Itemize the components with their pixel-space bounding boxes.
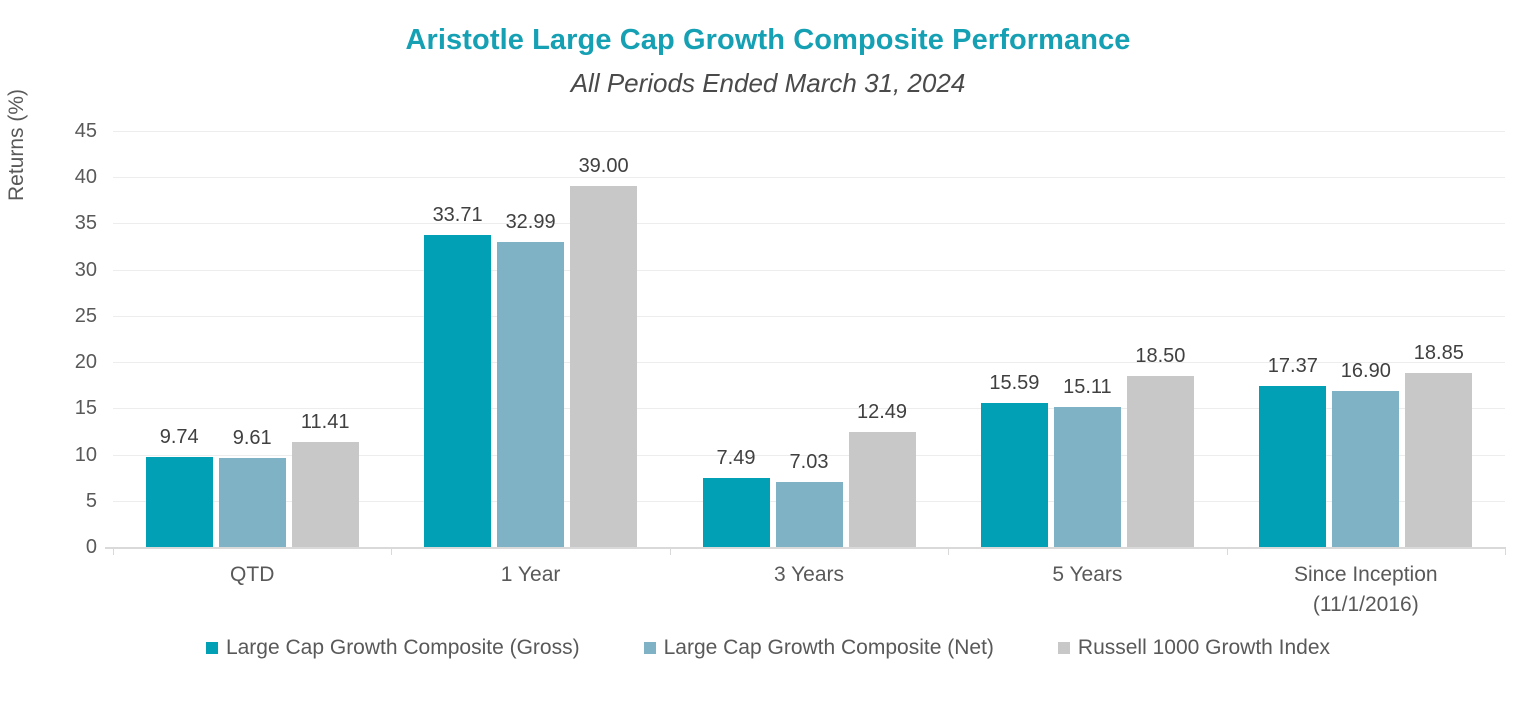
bar-index-since-inception[interactable] [1405, 372, 1473, 547]
bar-gross-since-inception[interactable] [1259, 386, 1327, 547]
x-axis-tick [391, 547, 393, 555]
x-axis-tick [1226, 547, 1228, 555]
bar-index-1-year[interactable] [570, 186, 638, 547]
gridline [113, 131, 1505, 132]
y-axis-tick-label: 25 [74, 304, 97, 327]
category-label-line: Since Inception [1293, 563, 1438, 586]
y-axis-tick-label: 15 [74, 397, 97, 420]
bar-net-qtd[interactable] [218, 458, 286, 547]
bar-value-label: 16.90 [1340, 359, 1391, 382]
bar-net-3-years[interactable] [775, 482, 843, 547]
bar-net-since-inception[interactable] [1332, 390, 1400, 547]
category-label-line: 5 Years [1052, 563, 1123, 586]
gridline [113, 408, 1505, 410]
y-axis-label: Returns (%) [5, 88, 28, 202]
x-axis-tick [669, 547, 671, 555]
bar-value-label: 9.61 [232, 427, 272, 450]
bar-value-label: 18.85 [1413, 341, 1464, 364]
legend-item-index[interactable]: Russell 1000 Growth Index [1057, 636, 1331, 660]
legend-label: Large Cap Growth Composite (Net) [663, 636, 994, 659]
bar-value-label: 39.00 [578, 155, 629, 178]
bar-gross-qtd[interactable] [145, 456, 213, 547]
chart-subtitle: All Periods Ended March 31, 2024 [570, 68, 966, 98]
y-axis-tick-label: 40 [74, 166, 97, 189]
x-axis-category-label: Since Inception (11/1/2016) [1227, 560, 1505, 620]
x-axis-tick [1505, 547, 1506, 555]
category-label-line: QTD [230, 563, 275, 586]
legend-item-net[interactable]: Large Cap Growth Composite (Net) [643, 636, 994, 660]
legend-item-gross[interactable]: Large Cap Growth Composite (Gross) [205, 636, 580, 660]
bar-gross-1-year[interactable] [424, 235, 492, 547]
y-axis-tick-label: 0 [85, 536, 97, 558]
gridline [113, 315, 1505, 317]
bar-gross-5-years[interactable] [980, 402, 1048, 547]
gridline [113, 454, 1505, 456]
x-axis-category-label: 1 Year [391, 560, 669, 590]
category-sublabel-line: (11/1/2016) [1312, 593, 1419, 616]
y-axis-tick-label: 5 [85, 489, 97, 512]
bar-net-1-year[interactable] [497, 242, 565, 547]
legend-label: Russell 1000 Growth Index [1077, 636, 1331, 659]
chart-legend: Large Cap Growth Composite (Gross) Large … [0, 636, 1536, 660]
bar-value-label: 11.41 [300, 410, 350, 433]
plot-area: 45 40 35 30 25 20 15 10 5 0 9.74 9.61 11.41 33.71 32.9… [75, 121, 1506, 557]
bar-value-label: 15.11 [1063, 376, 1112, 399]
x-axis-tick [948, 547, 950, 555]
gridline [113, 223, 1505, 225]
y-axis-tick-label: 30 [74, 258, 97, 281]
bar-value-label: 33.71 [432, 204, 483, 227]
bar-value-label: 18.50 [1135, 344, 1186, 367]
bar-index-5-years[interactable] [1126, 375, 1194, 547]
x-axis-tick [113, 547, 114, 555]
bar-value-label: 7.49 [716, 446, 756, 469]
gridline [113, 177, 1505, 179]
legend-swatch-icon [643, 642, 656, 654]
bar-value-label: 9.74 [159, 425, 199, 448]
bar-gross-3-years[interactable] [702, 477, 770, 547]
x-axis-line [105, 547, 1505, 549]
category-label-line: 3 Years [773, 563, 845, 586]
gridline [113, 362, 1505, 364]
chart-title: Aristotle Large Cap Growth Composite Per… [405, 24, 1131, 56]
y-axis-tick-label: 20 [74, 351, 97, 374]
bar-index-3-years[interactable] [848, 431, 916, 547]
gridline [113, 269, 1505, 271]
category-label-line: 1 Year [500, 563, 561, 586]
y-axis-tick-label: 10 [74, 443, 97, 466]
bar-net-5-years[interactable] [1053, 407, 1121, 547]
y-axis-tick-label: 45 [74, 120, 97, 142]
legend-label: Large Cap Growth Composite (Gross) [225, 636, 580, 659]
y-axis-tick-label: 35 [74, 212, 97, 235]
legend-swatch-icon [1057, 642, 1070, 654]
x-axis-category-label: 3 Years [670, 560, 948, 590]
bar-index-qtd[interactable] [291, 441, 359, 547]
bar-value-label: 32.99 [505, 211, 556, 234]
x-axis-category-label: QTD [113, 560, 391, 590]
x-axis-category-label: 5 Years [948, 560, 1226, 590]
legend-swatch-icon [205, 642, 218, 654]
bar-value-label: 17.37 [1267, 355, 1318, 378]
bar-value-label: 12.49 [856, 400, 908, 423]
bar-value-label: 7.03 [789, 451, 829, 473]
bar-value-label: 15.59 [989, 371, 1040, 394]
